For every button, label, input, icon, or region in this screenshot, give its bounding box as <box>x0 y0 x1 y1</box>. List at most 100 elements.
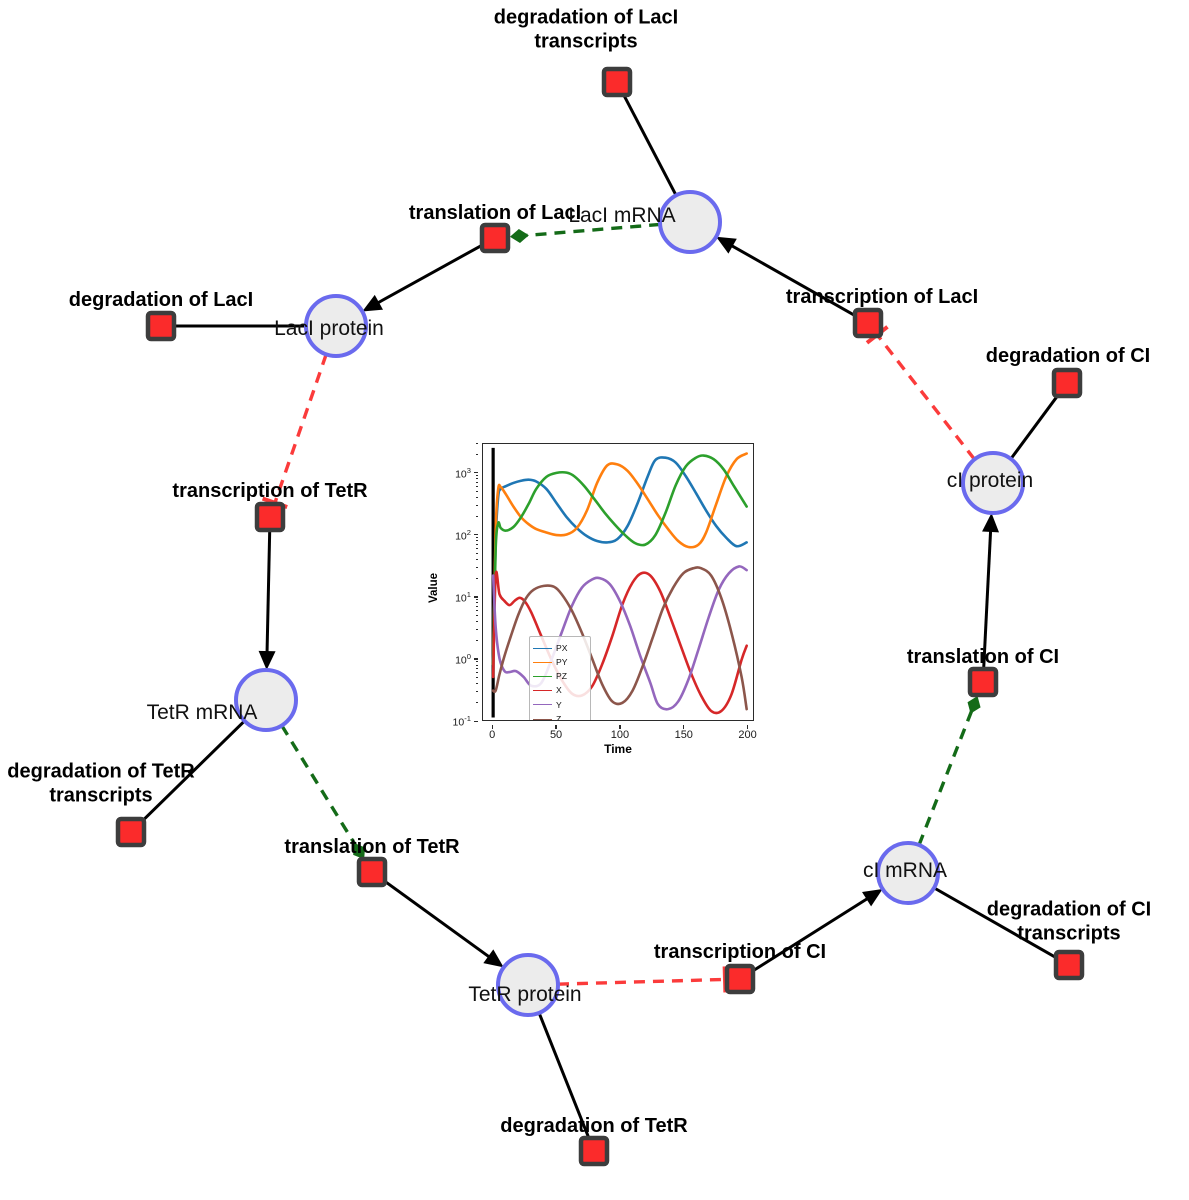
series-line-PY <box>493 454 747 665</box>
edge-modifier <box>917 709 974 846</box>
species-node-ci_protein[interactable] <box>961 451 1025 515</box>
reaction-node-deg_ci[interactable] <box>1051 367 1083 399</box>
legend-label: Z <box>556 713 562 721</box>
x-tick-mark <box>555 725 557 729</box>
y-minor-tick <box>475 553 478 554</box>
x-tick-label: 100 <box>610 729 630 741</box>
edge-product <box>622 94 678 197</box>
series-line-X <box>493 572 747 713</box>
edge-inhibition <box>273 353 328 504</box>
x-axis-ticks: 0 50 100 150 200 <box>482 725 757 743</box>
y-minor-tick <box>475 486 478 487</box>
y-minor-tick <box>475 442 478 444</box>
y-minor-tick <box>475 559 478 561</box>
x-tick-mark <box>747 725 749 729</box>
legend-swatch <box>533 675 552 677</box>
x-tick-label: 50 <box>549 729 563 741</box>
species-node-laci_mrna[interactable] <box>658 190 722 254</box>
y-minor-tick <box>475 453 478 455</box>
reaction-label-deg_tetr_transcripts: degradation of TetR transcripts <box>7 760 195 806</box>
species-node-ci_mrna[interactable] <box>876 841 940 905</box>
y-axis-label: Value <box>428 572 440 604</box>
reaction-node-transcription_of_ci[interactable] <box>724 963 756 995</box>
legend-label: PY <box>556 656 568 667</box>
plot-legend[interactable]: PX PY PZ X Y Z <box>529 636 591 721</box>
reaction-node-deg_laci[interactable] <box>145 310 177 342</box>
y-minor-tick <box>475 496 478 498</box>
y-tick-label: 101 <box>455 589 471 605</box>
nodes <box>115 66 1085 1167</box>
timecourse-plot: Value 10-1 100 101 102 103 PX PY PZ X Y Z 0 50 100 1… <box>428 432 778 762</box>
series-line-Z <box>493 567 747 709</box>
species-node-tetr_protein[interactable] <box>496 953 560 1017</box>
y-minor-tick <box>475 668 478 670</box>
y-minor-tick <box>475 504 478 506</box>
arrowhead <box>862 889 883 907</box>
y-minor-tick <box>475 481 478 483</box>
diamond-arrowhead <box>353 843 366 860</box>
arrowhead <box>982 512 1000 533</box>
legend-label: PX <box>556 642 568 653</box>
reaction-node-deg_tetr[interactable] <box>578 1135 610 1167</box>
y-minor-tick <box>475 615 478 617</box>
edge-product <box>729 243 856 317</box>
y-tick-mark <box>474 720 478 722</box>
x-tick-label: 150 <box>674 729 693 741</box>
reaction-label-transcription_of_ci: transcription of CI <box>653 941 827 964</box>
arrowhead <box>362 294 383 312</box>
species-node-tetr_mrna[interactable] <box>234 668 298 732</box>
y-minor-tick <box>475 537 478 539</box>
y-tick-label: 103 <box>455 465 471 480</box>
y-minor-tick <box>475 602 478 604</box>
y-minor-tick <box>475 606 478 608</box>
reaction-label-transcription_of_laci: transcription of LacI <box>785 286 979 309</box>
y-minor-tick <box>475 683 478 685</box>
y-minor-tick <box>475 478 478 480</box>
reaction-node-translation_of_tetr[interactable] <box>356 856 388 888</box>
reaction-label-translation_of_ci: translation of CI <box>906 646 1060 669</box>
x-tick-mark <box>683 725 685 729</box>
species-label-tetr_mrna: TetR mRNA <box>146 701 258 724</box>
y-minor-tick <box>475 548 478 550</box>
legend-item-PX[interactable]: PX <box>533 641 586 655</box>
species-label-laci_protein: LacI protein <box>274 317 384 340</box>
reaction-node-deg_tetr_transcripts[interactable] <box>115 816 147 848</box>
plot-area: PX PY PZ X Y Z <box>482 443 754 721</box>
legend-item-X[interactable]: X <box>533 684 586 698</box>
x-tick-label: 200 <box>738 729 757 741</box>
reaction-node-translation_of_ci[interactable] <box>967 666 999 698</box>
legend-item-Z[interactable]: Z <box>533 712 586 721</box>
edge-inhibition <box>557 977 726 986</box>
reaction-node-deg_ci_transcripts[interactable] <box>1053 949 1085 981</box>
legend-swatch <box>533 704 552 706</box>
legend-swatch <box>533 718 552 720</box>
series-line-PZ <box>493 455 747 664</box>
edge-reactant <box>140 719 246 823</box>
series-line-PX <box>493 457 747 661</box>
legend-item-PY[interactable]: PY <box>533 655 586 669</box>
reaction-node-transcription_of_laci[interactable] <box>852 307 884 339</box>
y-minor-tick <box>475 677 478 679</box>
reaction-node-transcription_of_tetr[interactable] <box>254 501 286 533</box>
legend-item-PZ[interactable]: PZ <box>533 669 586 683</box>
species-node-laci_protein[interactable] <box>304 294 368 358</box>
reaction-label-deg_ci_transcripts: degradation of CI transcripts <box>986 898 1152 944</box>
edge-modifier <box>280 724 358 848</box>
y-minor-tick <box>475 543 478 545</box>
reaction-node-deg_laci_transcripts[interactable] <box>601 66 633 98</box>
reaction-node-translation_of_laci[interactable] <box>479 222 511 254</box>
y-tick-mark <box>474 658 478 660</box>
y-tick-mark <box>474 534 478 536</box>
y-minor-tick <box>475 599 478 601</box>
reaction-label-translation_of_laci: translation of LacI <box>408 202 582 225</box>
y-axis-ticks: 10-1 100 101 102 103 <box>440 442 478 728</box>
legend-swatch <box>533 647 552 649</box>
x-tick-label: 0 <box>489 729 496 741</box>
y-minor-tick <box>475 661 478 663</box>
y-minor-tick <box>475 672 478 674</box>
diamond-arrowhead <box>509 229 529 243</box>
y-minor-tick <box>475 639 478 641</box>
y-tick-mark <box>474 596 478 598</box>
legend-item-Y[interactable]: Y <box>533 698 586 712</box>
